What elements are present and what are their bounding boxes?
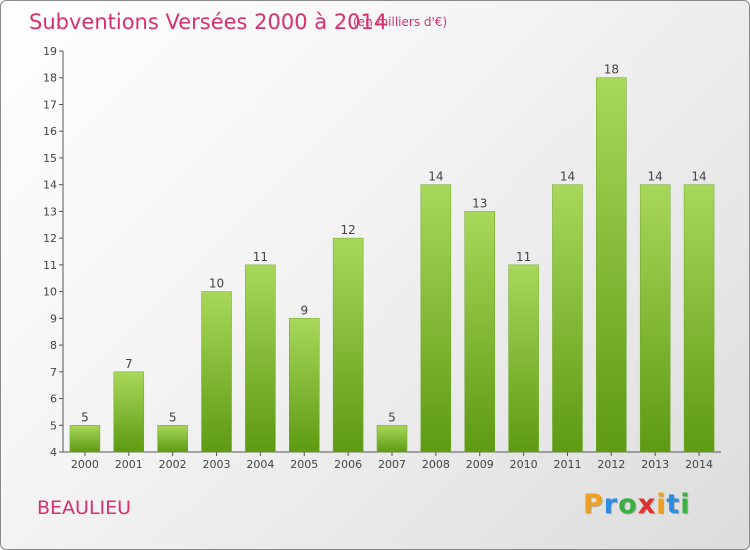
- y-tick-label: 19: [43, 45, 57, 58]
- data-label: 12: [340, 223, 355, 237]
- data-label: 14: [428, 170, 443, 184]
- bar-2000: [69, 425, 101, 453]
- bar-2003: [201, 291, 232, 453]
- commune-name: BEAULIEU: [37, 497, 132, 519]
- bar-2004: [245, 264, 276, 453]
- data-label: 11: [516, 250, 531, 264]
- y-tick-label: 12: [43, 232, 57, 245]
- y-tick-label: 4: [50, 446, 57, 459]
- x-tick-label: 2014: [685, 458, 713, 471]
- chart-title: Subventions Versées 2000 à 2014: [29, 10, 388, 34]
- bar-2012: [596, 77, 627, 453]
- y-tick-label: 15: [43, 152, 57, 165]
- y-tick-label: 18: [43, 72, 57, 85]
- y-tick-label: 10: [43, 286, 57, 299]
- bar-2008: [420, 184, 452, 453]
- x-tick-label: 2011: [553, 458, 581, 471]
- data-label: 14: [648, 170, 663, 184]
- logo-letter: P: [583, 489, 604, 520]
- bar-2010: [508, 264, 539, 453]
- y-tick-label: 16: [43, 125, 57, 138]
- bar-layer: 5 7 5 10 11 9 12 5 14 13 11 14 18 14 14: [69, 63, 715, 453]
- data-label: 18: [604, 63, 619, 77]
- x-tick-label: 2000: [71, 458, 99, 471]
- x-tick-label: 2002: [159, 458, 187, 471]
- data-label: 7: [125, 357, 133, 371]
- y-tick-label: 9: [50, 312, 57, 325]
- bar-2007: [376, 425, 408, 453]
- y-tick-label: 14: [43, 179, 57, 192]
- proxiti-logo: Proxiti: [583, 489, 691, 520]
- data-label: 11: [253, 250, 268, 264]
- x-tick-label: 2010: [510, 458, 538, 471]
- bar-2011: [552, 184, 583, 453]
- data-label: 5: [169, 410, 177, 424]
- logo-letter: t: [666, 489, 681, 520]
- y-tick-label: 13: [43, 205, 57, 218]
- x-tick-label: 2006: [334, 458, 362, 471]
- logo-letter: o: [618, 489, 638, 520]
- bar-2005: [289, 318, 320, 453]
- y-tick-label: 7: [50, 366, 57, 379]
- data-label: 5: [81, 410, 89, 424]
- x-tick-label: 2005: [290, 458, 318, 471]
- bar-2001: [113, 371, 145, 453]
- logo-letter: i: [680, 489, 691, 520]
- x-tick-label: 2001: [115, 458, 143, 471]
- x-tick-label: 2003: [203, 458, 231, 471]
- y-tick-label: 8: [50, 339, 57, 352]
- bar-2006: [332, 237, 364, 453]
- logo-letter: x: [637, 489, 657, 520]
- data-label: 5: [388, 410, 396, 424]
- x-tick-label: 2009: [466, 458, 494, 471]
- data-label: 14: [691, 170, 706, 184]
- logo-letter: r: [603, 489, 619, 520]
- logo-letter: i: [656, 489, 667, 520]
- y-tick-label: 6: [50, 393, 57, 406]
- data-label: 13: [472, 196, 487, 210]
- x-tick-label: 2012: [597, 458, 625, 471]
- bar-2013: [639, 184, 671, 453]
- bar-2002: [157, 425, 188, 453]
- axis-layer: 4 5 6 7 8 9 10 11 12 13 14 15 16 17 18 19 2000 2001 2002 20…: [43, 45, 721, 471]
- x-tick-label: 2007: [378, 458, 406, 471]
- y-tick-label: 5: [50, 419, 57, 432]
- x-tick-label: 2008: [422, 458, 450, 471]
- data-label: 9: [300, 303, 308, 317]
- data-label: 14: [560, 170, 575, 184]
- chart-subtitle: (en milliers d'€): [353, 15, 448, 29]
- x-tick-label: 2004: [246, 458, 274, 471]
- bar-2014: [683, 184, 715, 453]
- y-tick-label: 17: [43, 98, 57, 111]
- bar-2009: [464, 211, 495, 453]
- data-label: 10: [209, 277, 224, 291]
- x-tick-label: 2013: [641, 458, 669, 471]
- y-tick-label: 11: [43, 259, 57, 272]
